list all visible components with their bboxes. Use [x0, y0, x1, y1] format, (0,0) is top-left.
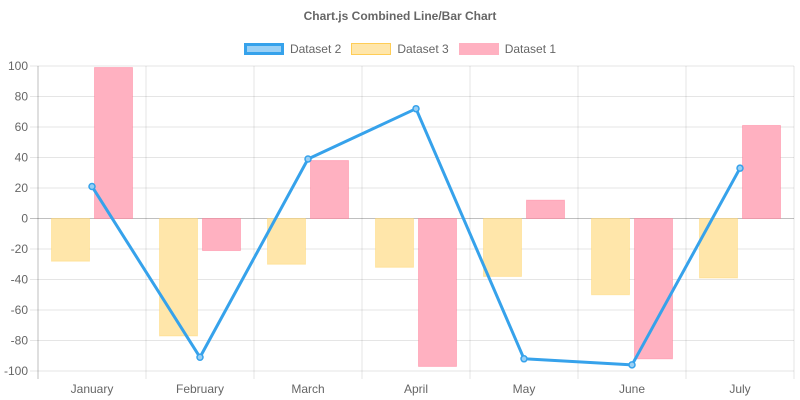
point-dataset-2 [412, 104, 420, 113]
y-tick-label: 100 [8, 59, 28, 73]
point-dataset-2 [196, 353, 204, 362]
chart-legend: Dataset 2 Dataset 3 Dataset 1 [0, 42, 800, 56]
legend-label-dataset-2: Dataset 2 [289, 42, 342, 56]
legend-swatch-dataset-3 [351, 43, 392, 55]
point-dataset-2 [304, 155, 312, 163]
bar-dataset-1 [202, 218, 241, 252]
bar-dataset-3 [159, 218, 198, 337]
x-tick-label: February [176, 382, 224, 396]
legend-item-dataset-2[interactable]: Dataset 2 [243, 42, 342, 56]
x-tick-label: July [729, 382, 750, 396]
legend-label-dataset-1: Dataset 1 [504, 42, 557, 56]
x-tick-label: May [513, 382, 536, 396]
point-dataset-2 [736, 164, 744, 172]
point-dataset-2 [628, 361, 636, 369]
bar-dataset-3 [267, 218, 306, 265]
y-tick-label: 80 [15, 90, 29, 104]
y-tick-label: 20 [15, 181, 29, 195]
bar-dataset-3 [483, 218, 522, 277]
x-tick-label: January [71, 382, 114, 396]
y-tick-label: -80 [11, 334, 29, 348]
y-tick-label: 40 [15, 151, 29, 165]
point-dataset-2 [520, 355, 528, 363]
legend-label-dataset-3: Dataset 3 [397, 42, 449, 56]
bar-dataset-1 [94, 67, 133, 220]
bar-dataset-3 [375, 218, 414, 268]
bar-dataset-1 [634, 218, 673, 360]
bar-dataset-3 [699, 218, 738, 279]
legend-item-dataset-1[interactable]: Dataset 1 [458, 42, 557, 56]
x-tick-label: April [404, 382, 428, 396]
legend-swatch-dataset-2 [243, 43, 284, 55]
y-tick-label: 60 [15, 120, 29, 134]
y-tick-label: -100 [4, 364, 28, 378]
y-tick-label: -40 [11, 273, 29, 287]
bar-dataset-1 [742, 124, 781, 219]
x-tick-label: June [619, 382, 645, 396]
bar-dataset-1 [526, 199, 565, 219]
legend-item-dataset-3[interactable]: Dataset 3 [351, 42, 449, 56]
y-tick-label: -60 [11, 303, 29, 317]
legend-swatch-dataset-1 [458, 43, 499, 55]
bar-dataset-3 [591, 218, 630, 296]
y-tick-label: -20 [11, 242, 29, 256]
y-tick-label: 0 [21, 212, 28, 226]
bar-dataset-1 [418, 218, 457, 367]
chart-title: Chart.js Combined Line/Bar Chart [303, 9, 497, 23]
bar-dataset-1 [310, 160, 349, 220]
bar-dataset-3 [51, 218, 90, 262]
point-dataset-2 [88, 182, 96, 191]
x-tick-label: March [291, 382, 324, 396]
